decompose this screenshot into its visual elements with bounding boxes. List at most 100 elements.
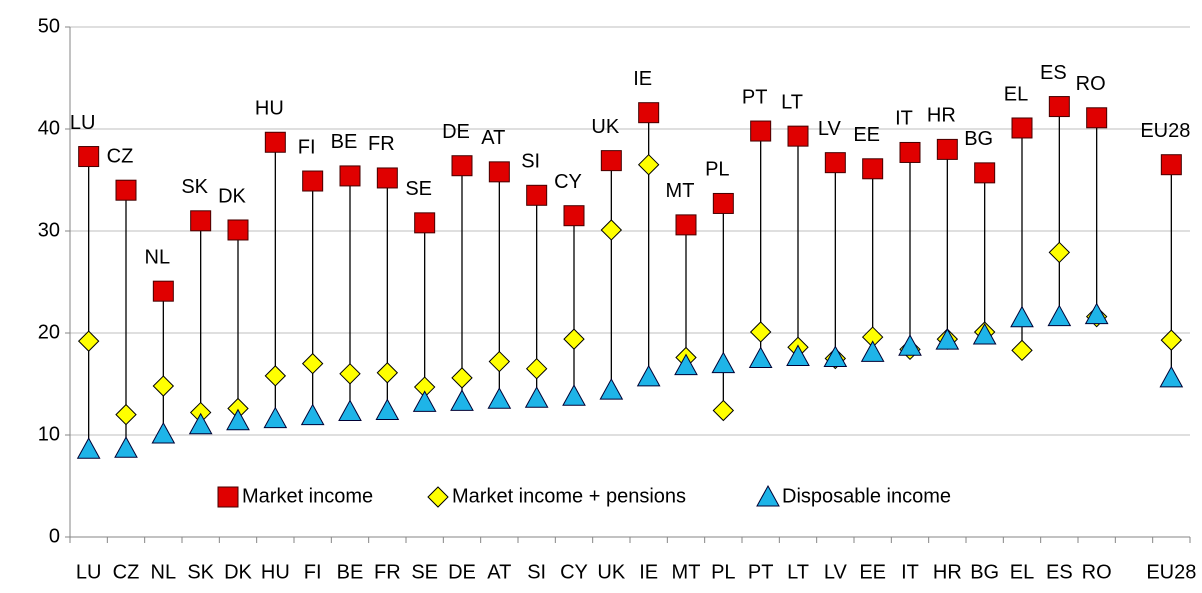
marker [563,328,585,350]
marker [1047,304,1072,327]
marker [263,406,288,429]
marker [600,150,622,172]
marker [862,158,884,180]
x-tick-label: MT [672,561,701,583]
legend-label: Market income [242,485,373,507]
point-label: IE [633,68,652,90]
point-label: LV [818,118,842,140]
marker [338,399,362,422]
point-label: IT [895,108,913,130]
x-tick-label: IE [639,561,658,583]
point-label: PT [742,86,768,108]
marker [188,412,213,435]
marker [264,365,287,387]
legend-label: Market income + pensions [452,485,686,507]
x-tick-label: LV [824,561,848,583]
marker [823,345,848,367]
y-tick-label: 0 [49,525,60,547]
point-label: UK [591,116,619,138]
x-tick-label: LT [787,561,809,583]
point-label: SK [181,176,208,198]
point-label: CY [554,171,582,193]
x-tick-label: ES [1046,561,1073,583]
legend-marker [756,484,780,507]
point-label: FI [298,136,316,158]
x-tick-label: SI [527,561,546,583]
marker [524,386,549,408]
point-label: DK [218,185,246,207]
marker [974,162,996,184]
marker [300,403,325,426]
x-tick-label: PL [711,561,735,583]
x-tick-label: AT [487,561,511,583]
marker [487,387,512,409]
marker [675,214,697,236]
marker [488,350,511,373]
marker [115,179,137,201]
x-tick-label: LU [76,561,102,583]
marker [787,125,809,147]
marker [1010,305,1034,328]
marker [637,153,660,176]
point-label: NL [145,246,171,268]
x-tick-label: BG [970,561,999,583]
point-label: BE [331,131,358,153]
marker [899,141,921,163]
y-tick-label: 30 [38,219,60,241]
x-tick-label: CY [560,561,588,583]
marker [76,437,101,459]
point-label: PL [705,159,729,181]
x-tick-label: DE [448,561,476,583]
marker [227,219,249,241]
marker [526,184,548,206]
marker [77,330,100,352]
y-tick-label: 40 [38,117,60,139]
x-tick-label: FR [374,561,401,583]
marker [152,375,175,397]
marker [152,280,174,302]
marker [339,165,361,187]
marker [451,155,473,177]
y-tick-label: 50 [38,15,60,37]
marker [339,363,361,385]
point-label: DE [442,121,470,143]
point-label: LT [781,91,803,113]
marker [301,352,324,375]
point-label: EE [853,124,880,146]
marker [749,321,772,343]
marker [563,205,585,227]
x-tick-label: CZ [113,561,140,583]
point-label: EU28 [1140,120,1190,142]
x-tick-label: BE [337,561,364,583]
x-tick-label: EL [1010,561,1034,583]
legend-marker [427,486,449,508]
marker [190,210,212,232]
marker [750,120,772,142]
marker [1011,117,1033,139]
marker [860,340,885,362]
y-tick-label: 10 [38,423,60,445]
marker [1011,339,1033,362]
x-tick-label: HU [261,561,290,583]
point-label: ES [1040,62,1067,84]
marker [1086,107,1108,129]
marker [1048,96,1070,118]
marker [115,403,137,426]
marker [562,384,586,406]
marker [450,389,474,411]
marker [525,357,548,380]
marker [1160,154,1182,176]
marker [972,323,997,345]
marker [376,362,399,384]
point-label: LU [70,112,96,134]
marker [375,398,400,421]
marker [412,390,437,412]
marker [674,353,698,376]
marker [376,167,398,189]
x-tick-label: EE [859,561,886,583]
marker [712,399,735,422]
legend-marker [217,486,239,508]
marker [600,219,623,241]
point-label: MT [666,180,695,202]
marker [824,152,846,174]
